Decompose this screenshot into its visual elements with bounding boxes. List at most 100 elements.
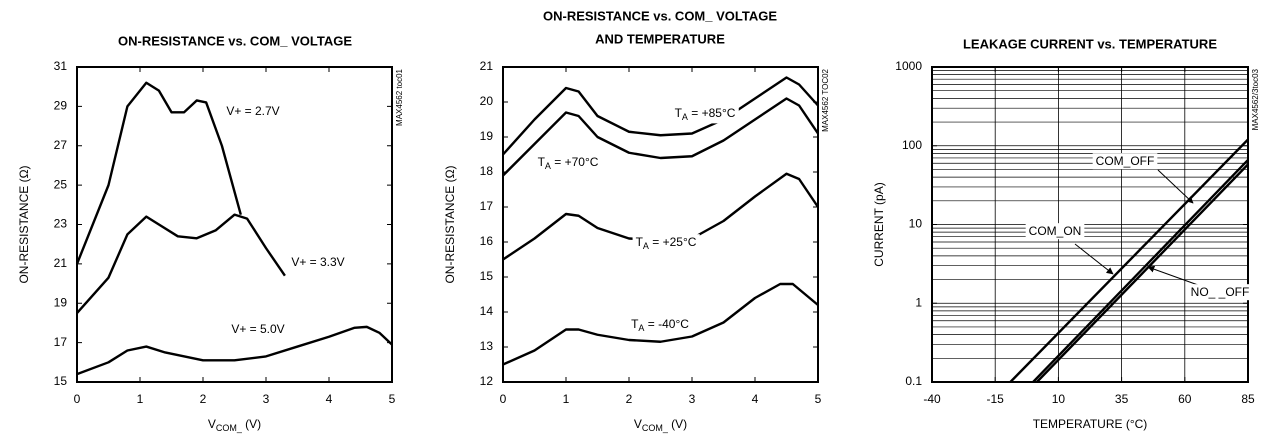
- series-label: NO_ _OFF: [1191, 285, 1250, 299]
- y-tick-label: 13: [480, 339, 494, 353]
- data-line: [1009, 138, 1249, 383]
- y-tick-label: 21: [480, 59, 494, 73]
- x-axis-label: VCOM_ (V): [208, 417, 261, 433]
- y-tick-label: 16: [480, 234, 494, 248]
- y-tick-label: 12: [480, 374, 494, 388]
- data-line: [76, 325, 393, 376]
- text-part: T: [631, 317, 639, 331]
- text-part: A: [638, 323, 644, 333]
- x-tick-label: -15: [987, 392, 1005, 406]
- y-tick-label: 15: [480, 269, 494, 283]
- annotation-arrow: [1157, 169, 1194, 204]
- x-tick-label: -40: [923, 392, 941, 406]
- chart-title: ON-RESISTANCE vs. COM_ VOLTAGE: [543, 8, 777, 23]
- text-part: T: [538, 155, 546, 169]
- side-note: MAX4562/3toc03: [1251, 68, 1260, 130]
- label-background: [1092, 153, 1158, 170]
- x-tick-label: 1: [563, 392, 570, 406]
- text-part: A: [682, 112, 688, 122]
- x-tick-label: 85: [1241, 392, 1255, 406]
- label-background: [228, 321, 288, 338]
- x-tick-label: 2: [626, 392, 633, 406]
- y-tick-label: 25: [54, 177, 68, 191]
- x-tick-label: 0: [500, 392, 507, 406]
- text-part: = -40°C: [644, 317, 689, 331]
- series-label: COM_ON: [1029, 224, 1082, 238]
- y-axis-label: ON-RESISTANCE (Ω): [443, 165, 457, 283]
- x-tick-label: 35: [1115, 392, 1129, 406]
- y-tick-label: 27: [54, 138, 68, 152]
- x-tick-label: 1: [137, 392, 144, 406]
- chart-title: AND TEMPERATURE: [595, 31, 725, 46]
- label-background: [632, 234, 700, 253]
- x-tick-label: 4: [326, 392, 333, 406]
- text-part: COM_: [216, 423, 243, 433]
- text-part: (V): [242, 417, 261, 431]
- x-axis-label: TEMPERATURE (°C): [1033, 417, 1148, 431]
- text-part: = +70°C: [551, 155, 599, 169]
- y-tick-label: 17: [480, 199, 494, 213]
- text-part: A: [545, 161, 551, 171]
- y-tick-label: 1: [915, 295, 922, 309]
- series-label: V+ = 5.0V: [231, 322, 284, 336]
- y-tick-label: 21: [54, 256, 68, 270]
- y-tick-label: 19: [480, 129, 494, 143]
- series-label: V+ = 2.7V: [226, 104, 279, 118]
- y-tick-label: 100: [902, 138, 922, 152]
- x-tick-label: 2: [200, 392, 207, 406]
- y-tick-label: 15: [54, 374, 68, 388]
- text-part: T: [636, 235, 644, 249]
- x-tick-label: 0: [74, 392, 81, 406]
- label-background: [1025, 223, 1085, 240]
- label-background: [223, 103, 283, 120]
- y-axis-label: CURRENT (pA): [872, 182, 886, 266]
- chart-title: ON-RESISTANCE vs. COM_ VOLTAGE: [118, 33, 352, 48]
- x-tick-label: 3: [689, 392, 696, 406]
- x-axis-label: VCOM_ (V): [634, 417, 687, 433]
- text-part: (V): [668, 417, 687, 431]
- y-tick-label: 20: [480, 94, 494, 108]
- y-tick-label: 29: [54, 99, 68, 113]
- x-tick-label: 5: [815, 392, 822, 406]
- text-part: T: [675, 106, 683, 120]
- series-label: COM_OFF: [1096, 154, 1155, 168]
- text-part: A: [643, 241, 649, 251]
- series-label: V+ = 3.3V: [291, 255, 344, 269]
- data-line: [75, 81, 242, 265]
- plot-frame: [502, 66, 819, 383]
- label-background: [534, 154, 602, 173]
- y-tick-label: 10: [909, 217, 923, 231]
- label-background: [288, 254, 348, 271]
- label-background: [671, 105, 739, 124]
- y-tick-label: 0.1: [905, 374, 922, 388]
- annotation-arrow: [1074, 243, 1114, 275]
- y-tick-label: 17: [54, 335, 68, 349]
- side-note: MAX4562 toc01: [395, 68, 404, 125]
- label-background: [1187, 284, 1253, 301]
- data-line: [1036, 163, 1249, 383]
- x-tick-label: 60: [1178, 392, 1192, 406]
- label-background: [628, 316, 693, 335]
- series-label: TA = +25°C: [636, 235, 697, 251]
- data-line: [502, 97, 819, 177]
- y-tick-label: 19: [54, 295, 68, 309]
- data-line: [1032, 159, 1249, 383]
- text-part: COM_: [642, 423, 669, 433]
- data-line: [76, 213, 286, 314]
- x-tick-label: 4: [752, 392, 759, 406]
- text-part: = +25°C: [649, 235, 697, 249]
- y-axis-label: ON-RESISTANCE (Ω): [17, 165, 31, 283]
- y-tick-label: 1000: [895, 59, 922, 73]
- y-tick-label: 14: [480, 304, 494, 318]
- y-tick-label: 18: [480, 164, 494, 178]
- series-label: TA = +85°C: [675, 106, 736, 122]
- series-label: TA = -40°C: [631, 317, 689, 333]
- x-tick-label: 10: [1052, 392, 1066, 406]
- data-line: [502, 282, 819, 366]
- series-label: TA = +70°C: [538, 155, 599, 171]
- text-part: V: [208, 417, 216, 431]
- x-tick-label: 5: [389, 392, 396, 406]
- text-part: = +85°C: [688, 106, 736, 120]
- y-tick-label: 23: [54, 217, 68, 231]
